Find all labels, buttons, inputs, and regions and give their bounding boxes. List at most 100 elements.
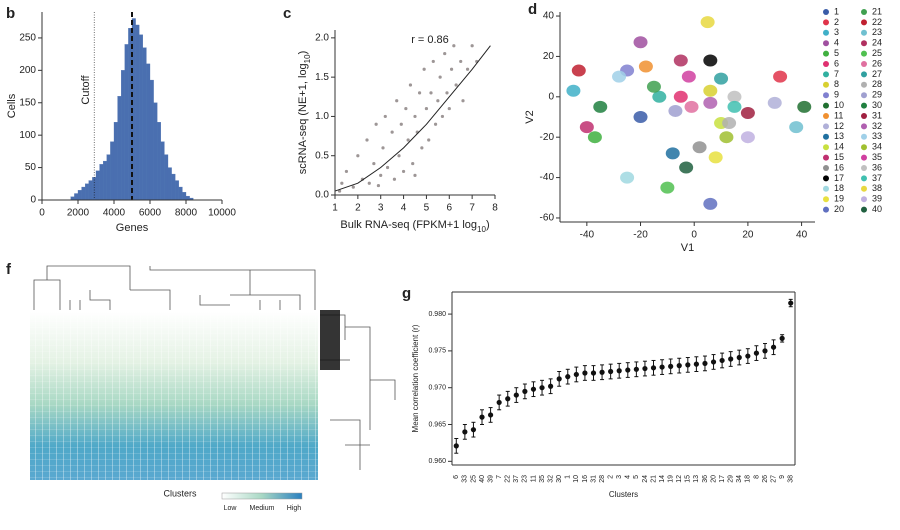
y-tick-label: 0.0 xyxy=(315,190,329,201)
bar xyxy=(124,44,129,201)
point xyxy=(420,146,424,150)
point xyxy=(548,383,554,389)
bar xyxy=(92,177,97,201)
x-axis-label-part: 10 xyxy=(477,225,486,234)
cluster xyxy=(612,70,627,83)
point xyxy=(397,154,401,158)
point xyxy=(374,122,378,126)
x-tick-label: 30 xyxy=(556,475,563,483)
panel-letter: g xyxy=(402,285,411,302)
legend-label: 16 xyxy=(834,162,844,172)
x-tick-label: 26 xyxy=(762,475,769,483)
cluster xyxy=(714,72,729,85)
legend-swatch xyxy=(823,165,829,171)
x-tick-label: 17 xyxy=(719,475,726,483)
point xyxy=(431,59,435,64)
legend-swatch xyxy=(861,185,867,192)
cluster xyxy=(703,96,718,109)
point xyxy=(438,75,442,79)
cluster xyxy=(684,100,699,113)
bar xyxy=(110,141,115,201)
point xyxy=(539,385,545,391)
legend-label: 1 xyxy=(834,6,839,16)
legend-label: 39 xyxy=(872,194,882,204)
x-tick-label: -20 xyxy=(633,230,648,241)
legend-label: 25 xyxy=(872,48,882,58)
legend-swatch xyxy=(823,92,829,99)
bar xyxy=(146,63,151,201)
cluster xyxy=(571,64,586,77)
legend-swatch xyxy=(823,40,829,47)
legend-label: 36 xyxy=(872,162,882,172)
point xyxy=(582,370,588,376)
point xyxy=(462,429,468,435)
x-tick-label: 10000 xyxy=(208,208,236,219)
cluster xyxy=(579,121,594,134)
x-axis-label-part: ) xyxy=(486,219,490,231)
x-axis-label: Genes xyxy=(116,222,149,234)
legend-swatch xyxy=(861,113,867,119)
x-tick-label: 25 xyxy=(470,475,477,483)
x-tick-label: 2 xyxy=(355,203,361,214)
x-tick-label: 21 xyxy=(650,475,657,483)
x-tick-label: 6 xyxy=(447,203,453,214)
point xyxy=(522,388,528,394)
bar xyxy=(182,192,187,201)
x-axis-label: V1 xyxy=(681,242,694,254)
legend-label: 40 xyxy=(872,204,882,214)
point xyxy=(779,335,785,341)
heatmap-panel xyxy=(30,265,396,500)
point xyxy=(395,99,399,103)
y-tick-label: 0 xyxy=(30,195,36,206)
bar xyxy=(164,154,169,201)
panel-letter: f xyxy=(6,261,12,278)
point xyxy=(367,181,371,185)
reference-label: Cutoff xyxy=(80,74,92,104)
point xyxy=(642,365,648,372)
cluster xyxy=(767,96,782,109)
legend-swatch xyxy=(823,113,829,119)
legend-label: 38 xyxy=(872,183,882,193)
x-tick-label: 40 xyxy=(796,230,808,241)
point xyxy=(702,360,708,367)
x-tick-label: 20 xyxy=(710,475,717,483)
x-tick-label: 6 xyxy=(453,475,460,479)
point xyxy=(453,443,459,449)
x-tick-label: 16 xyxy=(582,475,589,483)
cluster xyxy=(703,84,718,97)
cluster xyxy=(633,36,648,49)
x-tick-label: 8000 xyxy=(175,208,198,219)
point xyxy=(452,44,456,48)
bar xyxy=(178,186,183,201)
y-tick-label: 2.0 xyxy=(315,32,329,43)
legend-label: 4 xyxy=(834,38,839,48)
cluster xyxy=(703,54,718,67)
point xyxy=(625,367,631,373)
x-tick-label: 19 xyxy=(668,475,675,483)
bar xyxy=(74,193,79,201)
legend-label: 23 xyxy=(872,27,882,37)
y-tick-label: 1.5 xyxy=(315,72,329,83)
point xyxy=(433,122,438,126)
bar xyxy=(103,160,107,201)
x-tick-label: 18 xyxy=(745,475,752,483)
x-tick-label: 20 xyxy=(742,230,754,241)
cluster xyxy=(722,117,737,130)
cluster xyxy=(660,181,675,194)
point xyxy=(770,344,777,350)
x-axis-label-part: Bulk RNA-seq (FPKM+1 log xyxy=(340,219,477,231)
legend-swatch xyxy=(823,206,829,213)
colorbar-label: Low xyxy=(224,505,238,512)
colorbar-label: High xyxy=(287,505,302,512)
point xyxy=(668,363,674,369)
point xyxy=(411,161,415,166)
y-tick-label: 1.0 xyxy=(315,111,329,122)
x-tick-label: 10 xyxy=(573,475,580,483)
legend-swatch xyxy=(823,71,829,78)
y-axis-label: scRNA-seq (NE+1, log10) xyxy=(297,51,312,175)
legend-swatch xyxy=(823,133,829,140)
y-tick-label: 0 xyxy=(548,91,554,102)
bar xyxy=(113,122,118,201)
point xyxy=(461,99,465,103)
legend-label: 31 xyxy=(872,110,882,120)
